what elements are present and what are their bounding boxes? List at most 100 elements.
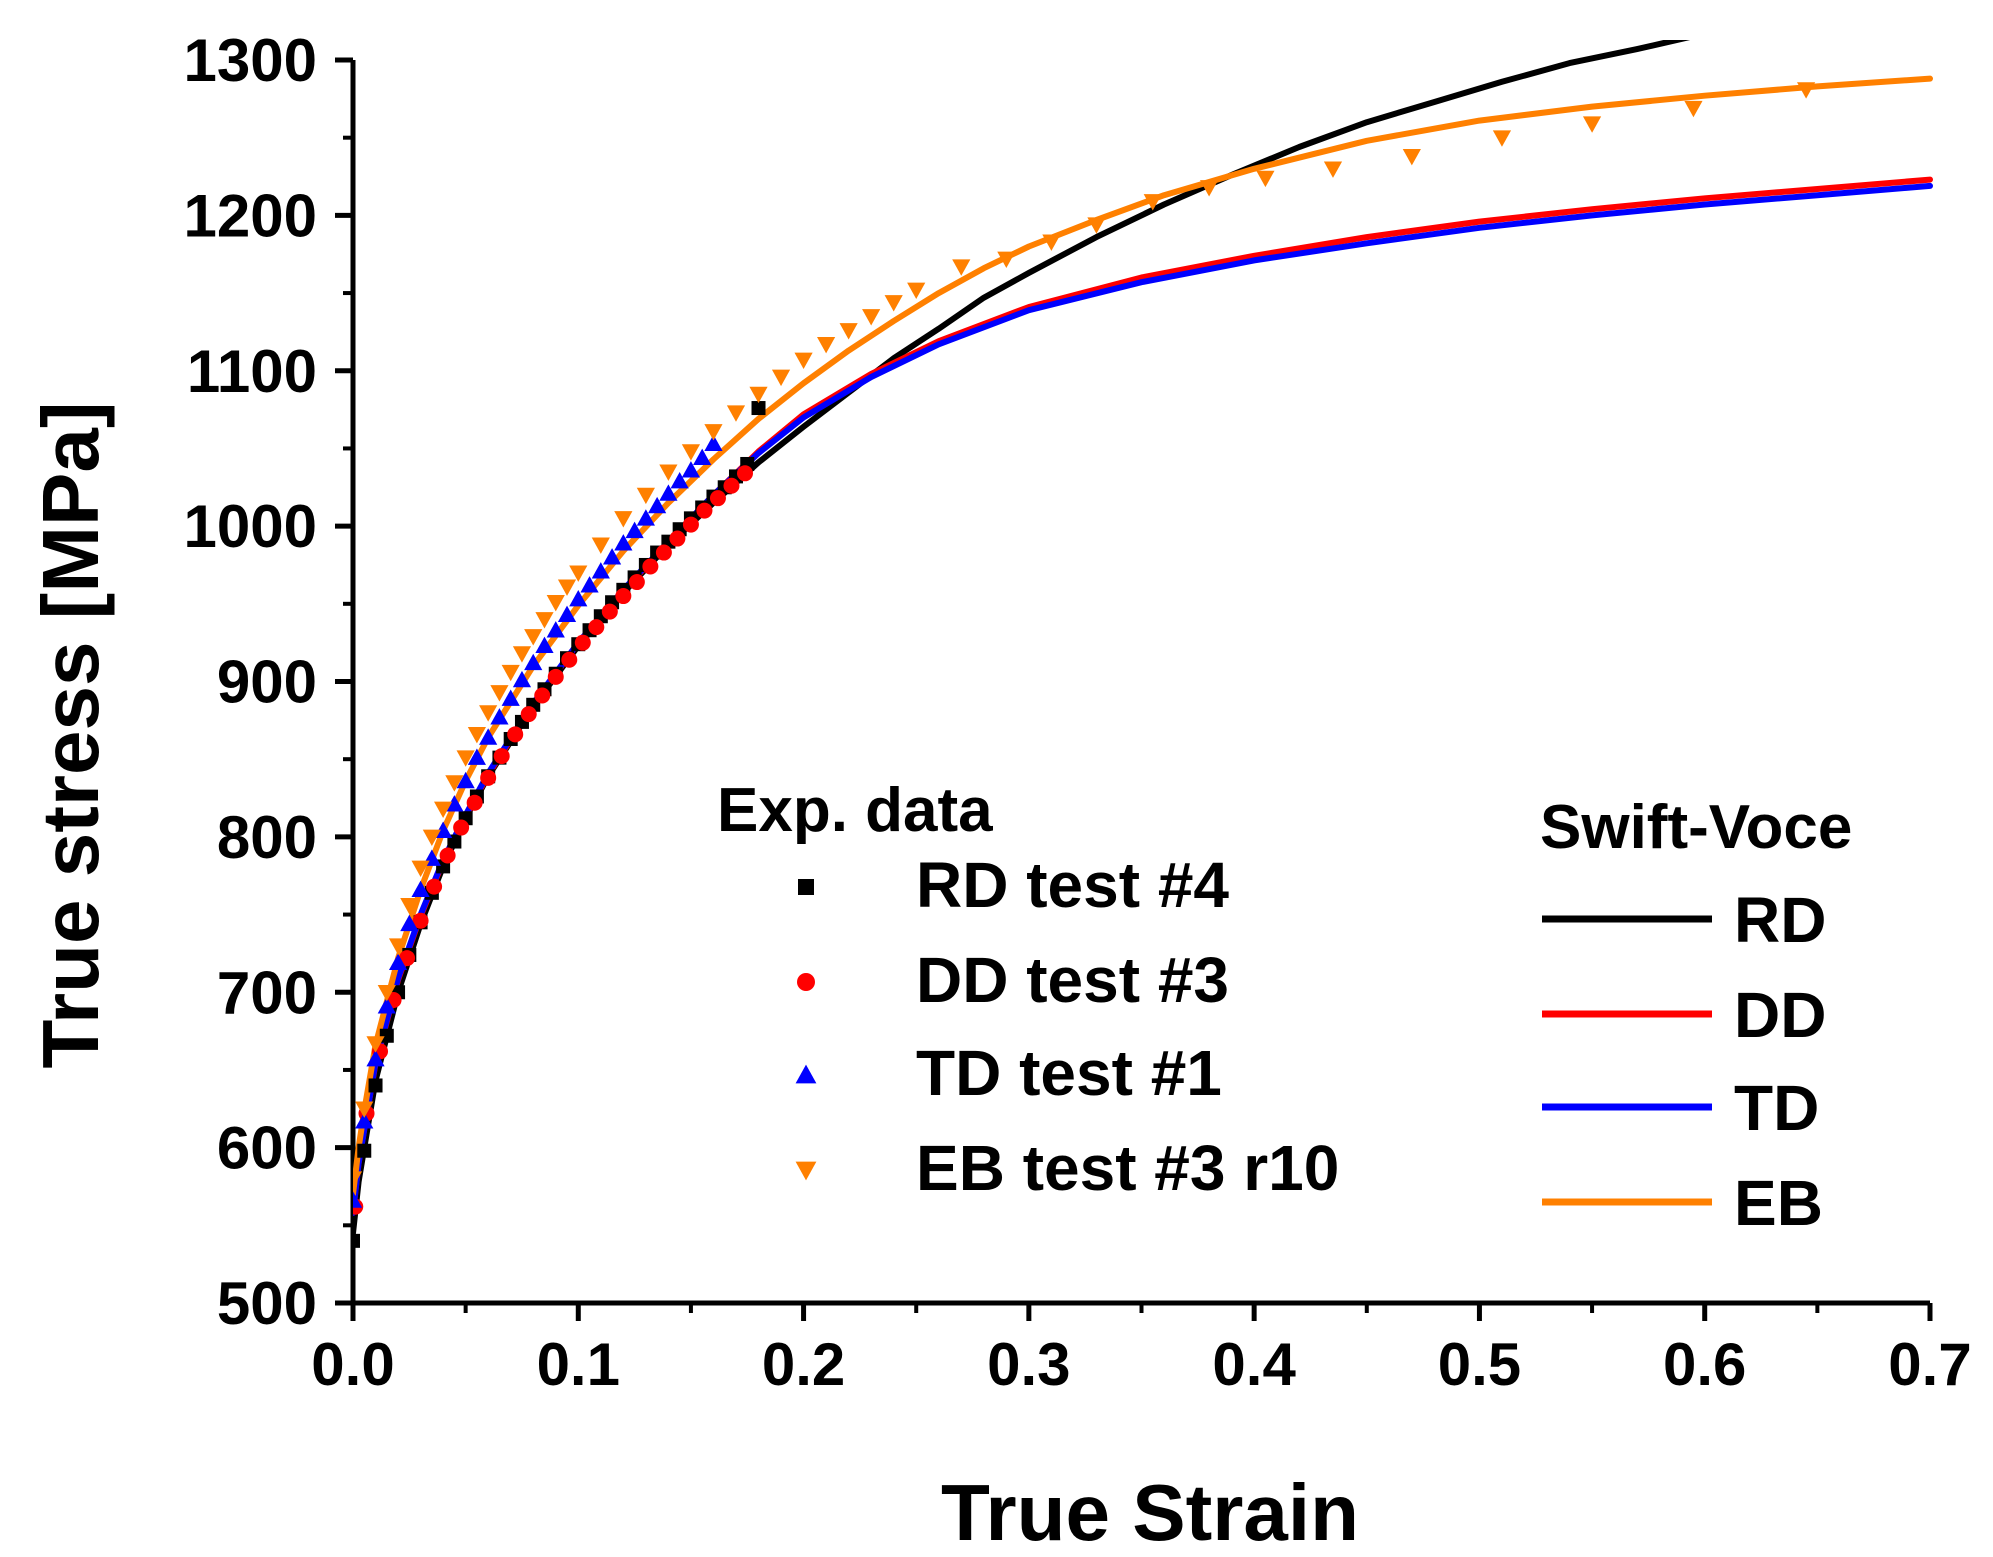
marker-dd bbox=[466, 794, 483, 811]
marker-td bbox=[524, 653, 543, 671]
marker-eb bbox=[1582, 116, 1602, 133]
marker-dd bbox=[493, 748, 510, 765]
marker-eb bbox=[479, 705, 498, 722]
marker-dd bbox=[561, 651, 578, 668]
marker-dd bbox=[709, 490, 726, 507]
y-tick-label: 800 bbox=[217, 804, 317, 871]
marker-td bbox=[411, 880, 430, 897]
marker-td bbox=[557, 605, 577, 622]
marker-td bbox=[648, 496, 667, 514]
x-tick-label: 0.6 bbox=[1663, 1331, 1746, 1398]
legend-fit-title: Swift-Voce bbox=[1540, 793, 1852, 862]
legend-experimental: Exp. data RD test #4 DD test #3 TD test #1… bbox=[717, 776, 1339, 1204]
marker-rd bbox=[447, 834, 462, 849]
marker-eb bbox=[535, 612, 554, 629]
marker-eb bbox=[1402, 149, 1421, 166]
marker-eb bbox=[794, 352, 813, 369]
marker-td bbox=[353, 1191, 363, 1208]
marker-eb bbox=[1323, 161, 1343, 178]
marker-dd bbox=[628, 574, 645, 591]
legend-label-td: TD test #1 bbox=[916, 1037, 1222, 1109]
marker-eb bbox=[1256, 170, 1275, 188]
x-tick-label: 0.7 bbox=[1888, 1331, 1971, 1398]
marker-rd bbox=[379, 1028, 394, 1043]
marker-eb bbox=[839, 323, 858, 340]
marker-eb bbox=[557, 579, 577, 596]
marker-eb bbox=[1199, 180, 1219, 197]
marker-eb bbox=[512, 646, 532, 663]
tick-labels: 0.0 0.1 0.2 0.3 0.4 0.5 0.6 0.7 500 600 700 800 900 1… bbox=[184, 27, 1972, 1398]
y-tick-label: 500 bbox=[217, 1270, 317, 1337]
legend-fit-label-td: TD bbox=[1734, 1072, 1819, 1144]
marker-eb bbox=[749, 386, 768, 404]
marker-eb bbox=[1087, 217, 1106, 234]
marker-dd bbox=[669, 530, 686, 547]
marker-td bbox=[591, 562, 610, 579]
marker-eb bbox=[1143, 194, 1162, 211]
marker-eb bbox=[400, 897, 419, 915]
marker-dd bbox=[426, 878, 443, 895]
marker-dd bbox=[412, 912, 429, 929]
marker-eb bbox=[490, 685, 509, 702]
marker-dd bbox=[682, 516, 699, 533]
marker-eb bbox=[771, 369, 791, 387]
marker-dd bbox=[588, 619, 605, 636]
marker-td bbox=[467, 748, 487, 765]
y-tick-label: 1200 bbox=[184, 182, 317, 249]
marker-td bbox=[693, 448, 712, 466]
legend-marker-eb bbox=[795, 1161, 817, 1181]
marker-eb bbox=[422, 829, 441, 846]
y-tick-label: 600 bbox=[217, 1115, 317, 1182]
marker-eb bbox=[907, 282, 926, 300]
y-axis-title: True stress [MPa] bbox=[26, 402, 115, 1069]
marker-dd bbox=[507, 726, 524, 743]
marker-eb bbox=[952, 259, 971, 276]
axes bbox=[335, 57, 1933, 1321]
marker-eb bbox=[817, 337, 836, 354]
marker-eb bbox=[411, 860, 430, 878]
marker-td bbox=[670, 471, 689, 489]
y-tick-label: 900 bbox=[217, 649, 317, 716]
marker-eb bbox=[704, 424, 723, 441]
marker-eb bbox=[1492, 130, 1512, 147]
marker-eb bbox=[366, 1036, 385, 1053]
marker-dd bbox=[736, 465, 753, 482]
legend-marker-rd bbox=[798, 879, 814, 895]
legend-marker-dd bbox=[797, 973, 815, 991]
marker-rd bbox=[353, 1233, 360, 1248]
marker-td bbox=[377, 997, 396, 1014]
marker-td bbox=[535, 636, 554, 654]
marker-eb bbox=[388, 938, 408, 955]
marker-td bbox=[388, 953, 408, 971]
marker-td bbox=[636, 509, 655, 526]
marker-eb bbox=[353, 1171, 363, 1188]
marker-td bbox=[546, 621, 565, 638]
marker-td bbox=[681, 461, 701, 478]
marker-dd bbox=[480, 769, 497, 786]
marker-td bbox=[625, 521, 644, 539]
marker-td bbox=[366, 1049, 385, 1067]
marker-eb bbox=[614, 511, 633, 528]
marker-dd bbox=[615, 588, 632, 605]
marker-eb bbox=[1796, 82, 1816, 99]
marker-eb bbox=[467, 727, 487, 744]
marker-td bbox=[355, 1112, 374, 1129]
marker-td bbox=[512, 670, 532, 688]
marker-eb bbox=[524, 629, 543, 646]
marker-td bbox=[659, 484, 678, 501]
marker-dd bbox=[547, 668, 564, 685]
marker-rd bbox=[751, 401, 766, 416]
legend-exp-title: Exp. data bbox=[717, 776, 993, 845]
marker-eb bbox=[355, 1101, 374, 1118]
x-tick-label: 0.2 bbox=[762, 1331, 845, 1398]
legend-label-rd: RD test #4 bbox=[916, 849, 1229, 921]
marker-dd bbox=[439, 847, 456, 864]
marker-eb bbox=[377, 984, 396, 1002]
marker-dd bbox=[574, 634, 591, 651]
marker-td bbox=[490, 708, 509, 725]
marker-eb bbox=[1042, 234, 1061, 251]
marker-eb bbox=[546, 594, 565, 612]
marker-eb bbox=[569, 565, 588, 582]
marker-dd bbox=[453, 819, 470, 836]
